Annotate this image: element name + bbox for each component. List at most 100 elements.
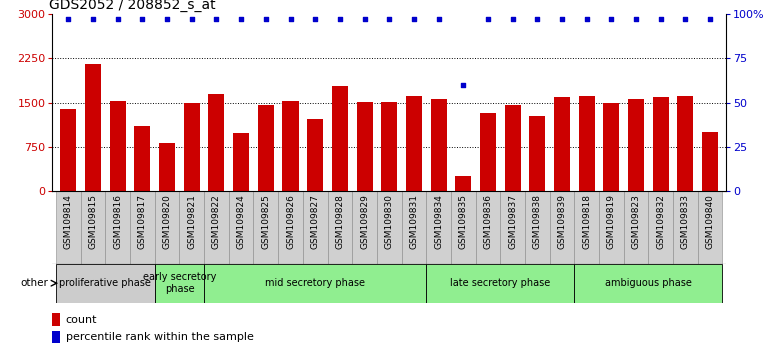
- Text: GSM109839: GSM109839: [557, 194, 567, 249]
- Point: [654, 17, 667, 22]
- Bar: [135, 126, 150, 191]
- Bar: [698, 191, 722, 264]
- Point: [112, 17, 124, 22]
- Bar: [209, 95, 225, 191]
- Bar: [476, 191, 501, 264]
- Bar: [204, 264, 427, 303]
- Bar: [451, 191, 476, 264]
- Text: other: other: [21, 278, 49, 288]
- Text: count: count: [66, 315, 97, 325]
- Text: GSM109816: GSM109816: [113, 194, 122, 249]
- Bar: [702, 132, 718, 191]
- Text: GSM109835: GSM109835: [459, 194, 467, 249]
- Bar: [624, 191, 648, 264]
- Text: GSM109840: GSM109840: [705, 194, 715, 249]
- Point: [482, 17, 494, 22]
- Point: [433, 17, 445, 22]
- Bar: [258, 105, 274, 191]
- Point: [457, 82, 470, 88]
- Text: GSM109822: GSM109822: [212, 194, 221, 249]
- Bar: [574, 191, 599, 264]
- Bar: [550, 191, 574, 264]
- Point: [62, 17, 75, 22]
- Bar: [307, 119, 323, 191]
- Bar: [480, 113, 496, 191]
- Bar: [430, 99, 447, 191]
- Point: [507, 17, 519, 22]
- Bar: [352, 191, 377, 264]
- Point: [630, 17, 642, 22]
- Bar: [525, 191, 550, 264]
- Bar: [327, 191, 352, 264]
- Bar: [599, 191, 624, 264]
- Point: [333, 17, 346, 22]
- Text: GSM109828: GSM109828: [336, 194, 344, 249]
- Text: GSM109827: GSM109827: [311, 194, 320, 249]
- Bar: [130, 191, 155, 264]
- Point: [186, 17, 198, 22]
- Point: [605, 17, 618, 22]
- Text: GSM109814: GSM109814: [64, 194, 73, 249]
- Bar: [578, 96, 594, 191]
- Bar: [229, 191, 253, 264]
- Bar: [574, 264, 722, 303]
- Bar: [427, 264, 574, 303]
- Bar: [653, 97, 668, 191]
- Point: [210, 17, 223, 22]
- Bar: [332, 86, 348, 191]
- Text: GSM109815: GSM109815: [89, 194, 98, 249]
- Bar: [678, 96, 694, 191]
- Bar: [85, 64, 101, 191]
- Bar: [179, 191, 204, 264]
- Text: GSM109837: GSM109837: [508, 194, 517, 249]
- Text: GSM109817: GSM109817: [138, 194, 147, 249]
- Point: [309, 17, 321, 22]
- Bar: [427, 191, 451, 264]
- Text: GDS2052 / 208852_s_at: GDS2052 / 208852_s_at: [49, 0, 216, 12]
- Point: [136, 17, 149, 22]
- Bar: [381, 102, 397, 191]
- Bar: [406, 96, 422, 191]
- Text: GSM109833: GSM109833: [681, 194, 690, 249]
- Text: GSM109818: GSM109818: [582, 194, 591, 249]
- Point: [556, 17, 568, 22]
- Bar: [56, 191, 81, 264]
- Bar: [233, 133, 249, 191]
- Point: [235, 17, 247, 22]
- Bar: [52, 313, 61, 326]
- Bar: [604, 103, 619, 191]
- Text: GSM109834: GSM109834: [434, 194, 443, 249]
- Bar: [283, 101, 299, 191]
- Bar: [628, 99, 644, 191]
- Text: GSM109830: GSM109830: [385, 194, 393, 249]
- Bar: [648, 191, 673, 264]
- Bar: [56, 264, 155, 303]
- Text: GSM109824: GSM109824: [236, 194, 246, 249]
- Bar: [52, 331, 61, 343]
- Text: GSM109820: GSM109820: [162, 194, 172, 249]
- Bar: [184, 103, 200, 191]
- Text: late secretory phase: late secretory phase: [450, 278, 551, 288]
- Point: [161, 17, 173, 22]
- Text: GSM109825: GSM109825: [261, 194, 270, 249]
- Point: [259, 17, 272, 22]
- Bar: [357, 102, 373, 191]
- Text: GSM109836: GSM109836: [484, 194, 493, 249]
- Bar: [377, 191, 402, 264]
- Point: [358, 17, 370, 22]
- Bar: [204, 191, 229, 264]
- Bar: [402, 191, 427, 264]
- Text: percentile rank within the sample: percentile rank within the sample: [66, 332, 253, 342]
- Point: [383, 17, 396, 22]
- Bar: [278, 191, 303, 264]
- Bar: [504, 105, 521, 191]
- Bar: [105, 191, 130, 264]
- Text: GSM109823: GSM109823: [631, 194, 641, 249]
- Text: GSM109821: GSM109821: [187, 194, 196, 249]
- Bar: [303, 191, 327, 264]
- Bar: [110, 101, 126, 191]
- Bar: [554, 97, 570, 191]
- Bar: [673, 191, 698, 264]
- Point: [704, 17, 716, 22]
- Text: mid secretory phase: mid secretory phase: [265, 278, 365, 288]
